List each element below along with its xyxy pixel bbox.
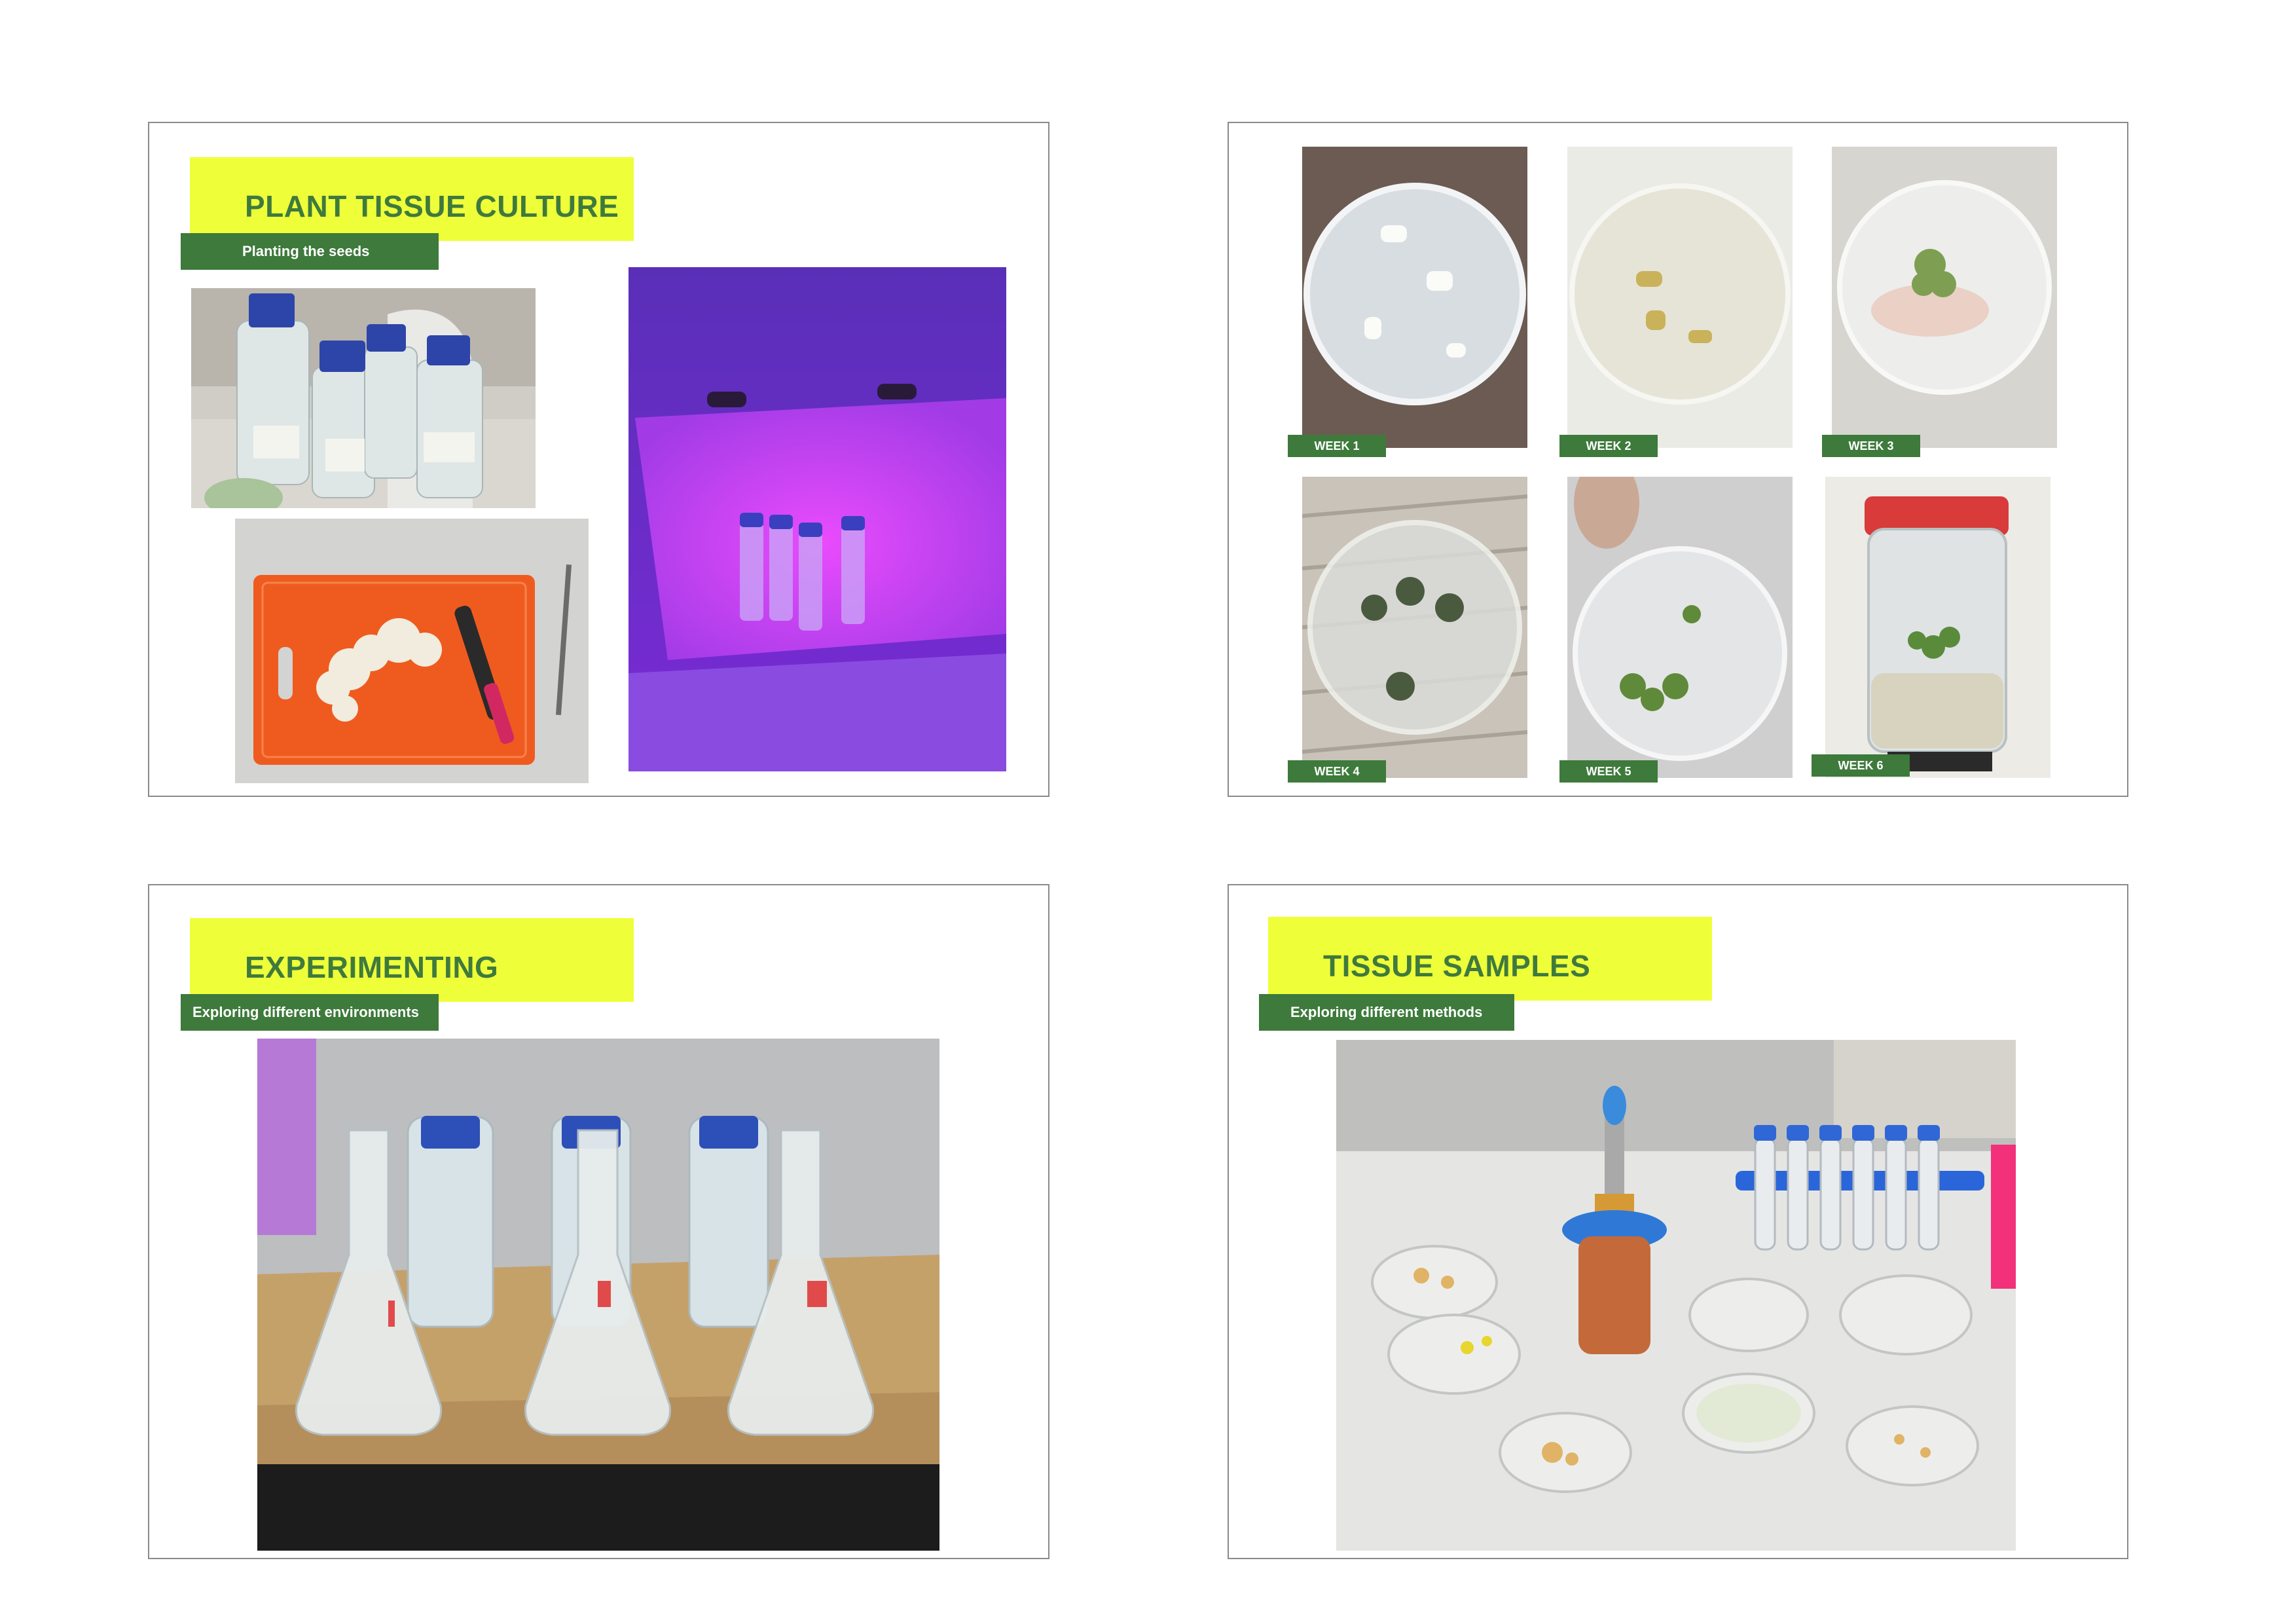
- slide-experimenting: EXPERIMENTING Exploring different enviro…: [148, 884, 1049, 1559]
- week-4-photo: [1302, 477, 1527, 778]
- week-label-3: WEEK 3: [1822, 435, 1920, 457]
- slide-subtitle-box: Exploring different methods: [1259, 994, 1514, 1031]
- slide-subtitle: Planting the seeds: [242, 243, 370, 259]
- bottles-photo: [191, 288, 536, 508]
- slide-subtitle-box: Exploring different environments: [181, 994, 439, 1031]
- slide-tissue-samples: TISSUE SAMPLES Exploring different metho…: [1228, 884, 2128, 1559]
- week-label-5: WEEK 5: [1559, 760, 1658, 783]
- week-1-photo: [1302, 147, 1527, 448]
- week-6-photo: [1825, 477, 2050, 778]
- week-5-photo: [1567, 477, 1793, 778]
- tissue-samples-photo: [1336, 1040, 2016, 1551]
- slide-weekly-progress: WEEK 1 WEEK 2 WEEK 3 WEEK 4 WEEK 5 WEEK …: [1228, 122, 2128, 797]
- cutting-board-photo: [235, 519, 589, 783]
- week-label-6: WEEK 6: [1812, 754, 1910, 777]
- slide-subtitle-box: Planting the seeds: [181, 233, 439, 270]
- slide-title: EXPERIMENTING: [245, 950, 499, 984]
- flasks-photo: [257, 1039, 939, 1551]
- week-label-4: WEEK 4: [1288, 760, 1386, 783]
- slide-subtitle: Exploring different environments: [192, 1004, 419, 1020]
- slide-title-box: PLANT TISSUE CULTURE: [190, 157, 634, 241]
- week-3-photo: [1832, 147, 2057, 448]
- slide-plant-tissue-culture: PLANT TISSUE CULTURE Planting the seeds: [148, 122, 1049, 797]
- slide-title: TISSUE SAMPLES: [1323, 949, 1591, 983]
- week-2-photo: [1567, 147, 1793, 448]
- uv-box-photo: [629, 267, 1006, 771]
- slide-title-box: EXPERIMENTING: [190, 918, 634, 1002]
- slide-title-box: TISSUE SAMPLES: [1268, 917, 1712, 1001]
- week-label-1: WEEK 1: [1288, 435, 1386, 457]
- slide-title: PLANT TISSUE CULTURE: [245, 189, 619, 223]
- slide-subtitle: Exploring different methods: [1290, 1004, 1483, 1020]
- week-label-2: WEEK 2: [1559, 435, 1658, 457]
